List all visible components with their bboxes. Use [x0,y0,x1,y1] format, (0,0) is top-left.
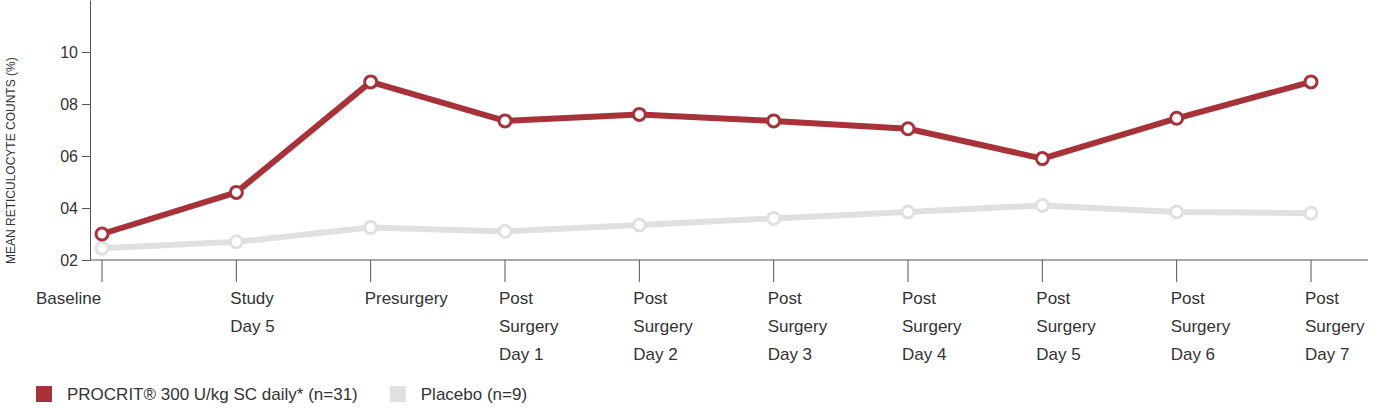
x-tick-label-line: Surgery [499,317,559,336]
x-tick-label-line: Day 4 [902,345,946,364]
x-tick-label-line: Surgery [902,317,962,336]
y-tick-label: 10 [60,44,78,61]
legend-item: PROCRIT® 300 U/kg SC daily* (n=31) [36,385,358,404]
x-tick-mark [236,260,237,282]
x-tick-label-line: Day 5 [230,317,274,336]
x-tick-label-line: Surgery [633,317,693,336]
y-axis: 02 04 06 08 10 [60,1,90,269]
legend-label: PROCRIT® 300 U/kg SC daily* (n=31) [67,385,358,404]
y-tick: 02 [60,252,90,269]
x-tick-label-line: Study [230,289,274,308]
series-marker [1036,153,1048,165]
series-marker [499,225,511,237]
x-tick-label: Baseline [36,289,101,308]
legend-swatch [390,386,406,402]
y-tick-label: 04 [60,200,78,217]
x-tick-label-line: Day 5 [1036,345,1080,364]
y-tick-mark [82,208,90,209]
legend: PROCRIT® 300 U/kg SC daily* (n=31) Placeb… [36,385,527,404]
x-tick-label: Post Surgery Day 5 [1036,289,1096,364]
x-tick-label: Post Surgery Day 4 [902,289,962,364]
x-tick-label-line: Post [768,289,802,308]
chart: 02 04 06 08 10 MEAN RETICULOCYTE COUNTS (%) Ba… [0,0,1376,408]
plot-area [96,76,1317,254]
x-tick-label: Presurgery [365,289,449,308]
series-marker [96,228,108,240]
y-tick-mark [82,156,90,157]
x-tick-label-line: Surgery [1171,317,1231,336]
series-line [102,205,1311,248]
x-tick-label-line: Day 6 [1171,345,1215,364]
series-marker [499,115,511,127]
x-axis: Baseline Study Day 5 Presurgery Post Surgery D… [36,260,1365,364]
y-tick-mark [82,260,90,261]
series-marker [1036,199,1048,211]
y-tick-label: 08 [60,96,78,113]
x-tick-label-line: Day 3 [768,345,812,364]
series-line [102,82,1311,234]
x-tick-label-line: Post [499,289,533,308]
x-tick-mark [1311,260,1312,282]
series-marker [365,76,377,88]
x-tick-label: Post Surgery Day 1 [499,289,559,364]
series-marker [633,219,645,231]
y-axis-line [90,1,91,261]
x-tick-label-line: Surgery [1305,317,1365,336]
x-tick-mark [102,260,103,282]
y-tick: 08 [60,96,90,113]
series-marker [96,242,108,254]
series-marker [1171,112,1183,124]
y-tick-mark [82,52,90,53]
x-tick-label: Post Surgery Day 6 [1171,289,1231,364]
x-tick-label-line: Day 2 [633,345,677,364]
x-tick-mark [1176,260,1177,282]
legend-swatch [36,386,52,402]
x-tick-label-line: Baseline [36,289,101,308]
x-tick-label: Post Surgery Day 2 [633,289,693,364]
x-tick-label: Post Surgery Day 3 [768,289,828,364]
series-marker [633,108,645,120]
series-marker [902,123,914,135]
x-tick-mark [908,260,909,282]
legend-label: Placebo (n=9) [421,385,527,404]
series-marker [1305,76,1317,88]
y-axis-title: MEAN RETICULOCYTE COUNTS (%) [4,57,18,264]
x-tick-mark [773,260,774,282]
x-tick-mark [505,260,506,282]
series-marker [768,212,780,224]
x-tick-mark [370,260,371,282]
x-tick-label-line: Post [1171,289,1205,308]
y-tick: 10 [60,44,90,61]
y-tick-label: 02 [60,252,78,269]
series-marker [230,236,242,248]
series-marker [1305,207,1317,219]
x-tick-label-line: Surgery [1036,317,1096,336]
y-tick: 04 [60,200,90,217]
legend-item: Placebo (n=9) [390,385,527,404]
x-tick-label-line: Post [1036,289,1070,308]
x-tick-mark [1042,260,1043,282]
series-marker [1171,206,1183,218]
x-tick-label-line: Post [1305,289,1339,308]
series-marker [768,115,780,127]
y-tick-label: 06 [60,148,78,165]
x-tick-label-line: Post [902,289,936,308]
x-tick-label: Study Day 5 [230,289,274,336]
x-tick-label-line: Day 7 [1305,345,1349,364]
series-marker [230,186,242,198]
x-tick-label-line: Day 1 [499,345,543,364]
x-tick-mark [639,260,640,282]
y-tick-mark [82,104,90,105]
x-tick-label-line: Presurgery [365,289,449,308]
y-tick: 06 [60,148,90,165]
x-tick-label-line: Post [633,289,667,308]
x-tick-label: Post Surgery Day 7 [1305,289,1365,364]
series-marker [902,206,914,218]
x-tick-label-line: Surgery [768,317,828,336]
series-marker [365,222,377,234]
